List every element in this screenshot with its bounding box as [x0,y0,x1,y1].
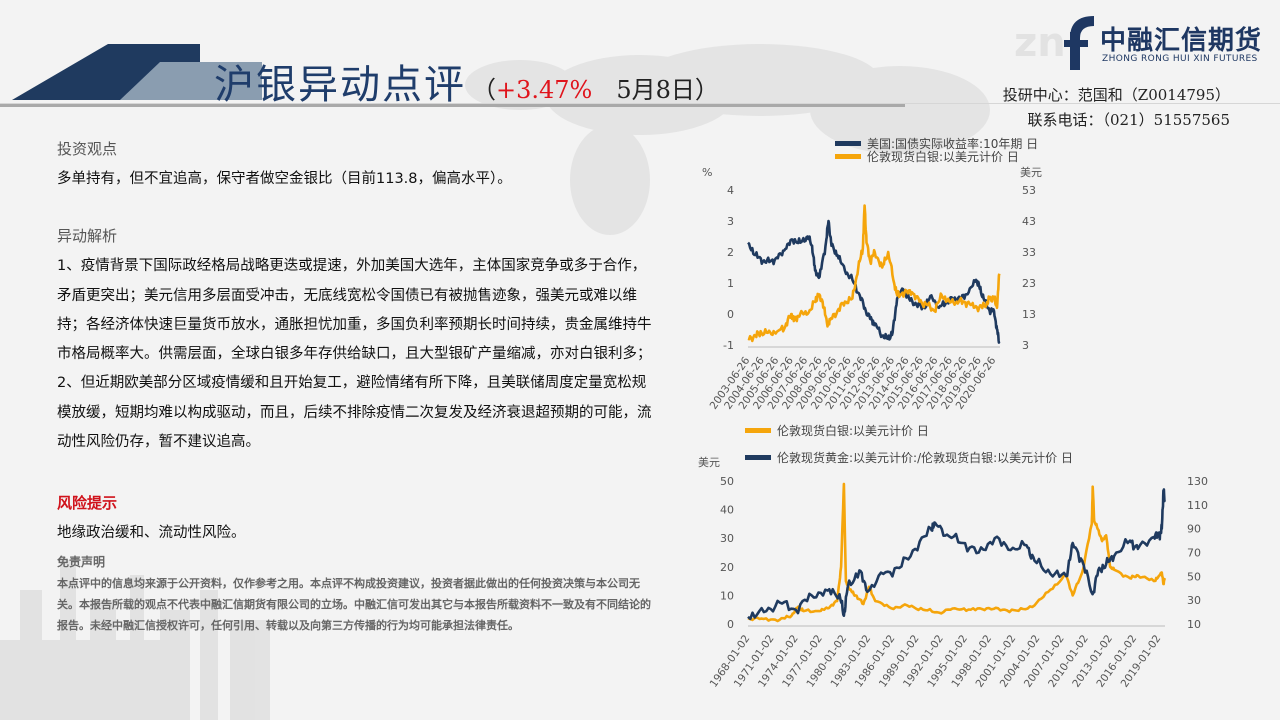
legend-swatch [745,455,771,460]
y-left-tick-label: 0 [727,618,734,631]
report-content: 投资观点 多单持有，但不宜追高，保守者做空金银比（目前113.8，偏高水平）。 … [57,133,657,636]
legend-swatch [745,428,771,433]
y-left-tick-label: 10 [720,589,734,602]
y-left-tick-label: 1 [727,277,734,290]
y-right-unit: 美元 [1020,166,1042,179]
header-decoration [0,44,1280,107]
chart-silver-vs-gold-silver-ratio: 伦敦现货白银:以美元计价 日伦敦现货黄金:以美元计价:/伦敦现货白银:以美元计价… [698,423,1208,690]
logo-chinese-name: 中融汇信期货 [1100,26,1263,56]
y-right-tick-label: 53 [1022,184,1036,197]
legend-label: 伦敦现货白银:以美元计价 日 [777,423,929,438]
analysis-paragraph-2: 2、但近期欧美部分区域疫情缓和且开始复工，避险情绪有所下降，且美联储周度定量宽松… [57,375,652,451]
contact-research-center: 投研中心：范国和（Z0014795） [1002,86,1230,104]
logo-mark-icon: zn [1014,16,1094,70]
y-right-tick-label: 43 [1022,215,1036,228]
risk-text: 地缘政治缓和、流动性风险。 [57,525,246,542]
header: 沪银异动点评 （ +3.47% 5月8日） zn 中融汇信期货 ZHONG RO… [0,0,1280,129]
legend-label: 伦敦现货白银:以美元计价 日 [867,149,1019,164]
legend-swatch [835,141,861,146]
y-right-tick-label: 10 [1187,618,1201,631]
report-date: 5月8日） [616,76,719,104]
title-paren-open: （ [472,76,496,104]
view-text: 多单持有，但不宜追高，保守者做空金银比（目前113.8，偏高水平）。 [57,171,512,187]
y-left-tick-label: 4 [727,184,734,197]
logo-english-name: ZHONG RONG HUI XIN FUTURES [1102,54,1258,64]
y-right-tick-label: 33 [1022,246,1036,259]
series-line [747,482,1166,623]
analysis-paragraph-1: 1、疫情背景下国际政经格局战略更迭或提速，外加美国大选年，主体国家竞争或多于合作… [57,258,652,363]
y-right-tick-label: 3 [1022,339,1029,352]
disclaimer-text: 本点评中的信息均来源于公开资料，仅作参考之用。本点评不构成投资建议，投资者据此做… [57,576,651,632]
series-line [747,488,1166,621]
y-left-tick-label: 40 [720,504,734,517]
legend-label: 美国:国债实际收益率:10年期 日 [867,136,1038,151]
y-left-tick-label: -1 [723,339,734,352]
y-right-tick-label: 30 [1187,594,1201,607]
y-right-tick-label: 70 [1187,547,1201,560]
y-right-tick-label: 130 [1187,475,1208,488]
price-change: +3.47% [496,76,593,104]
y-left-tick-label: 3 [727,215,734,228]
legend-label: 伦敦现货黄金:以美元计价:/伦敦现货白银:以美元计价 日 [777,450,1073,465]
y-right-tick-label: 110 [1187,499,1208,512]
header-triangle-steel [120,62,262,100]
page-title: 沪银异动点评 [214,62,466,108]
y-left-unit: 美元 [698,456,720,469]
y-right-tick-label: 13 [1022,308,1036,321]
legend-swatch [835,154,861,159]
company-logo: zn 中融汇信期货 ZHONG RONG HUI XIN FUTURES [1012,14,1274,70]
y-left-unit: % [702,166,712,179]
y-left-tick-label: 30 [720,532,734,545]
disclaimer-title: 免责声明 [57,554,106,569]
section-title-view: 投资观点 [57,140,118,158]
series-line [747,204,1001,343]
y-right-tick-label: 50 [1187,570,1201,583]
section-title-risk: 风险提示 [57,494,118,513]
y-left-tick-label: 50 [720,475,734,488]
y-right-tick-label: 23 [1022,277,1036,290]
y-right-tick-label: 90 [1187,523,1201,536]
contact-info: 投研中心：范国和（Z0014795） 联系电话：（021）51557565 [1003,83,1230,133]
svg-text:zn: zn [1014,20,1066,66]
contact-phone: 联系电话：（021）51557565 [1027,111,1230,129]
y-left-tick-label: 2 [727,246,734,259]
series-line [747,219,1001,344]
y-left-tick-label: 0 [727,308,734,321]
y-left-tick-label: 20 [720,561,734,574]
section-title-analysis: 异动解析 [57,227,118,246]
